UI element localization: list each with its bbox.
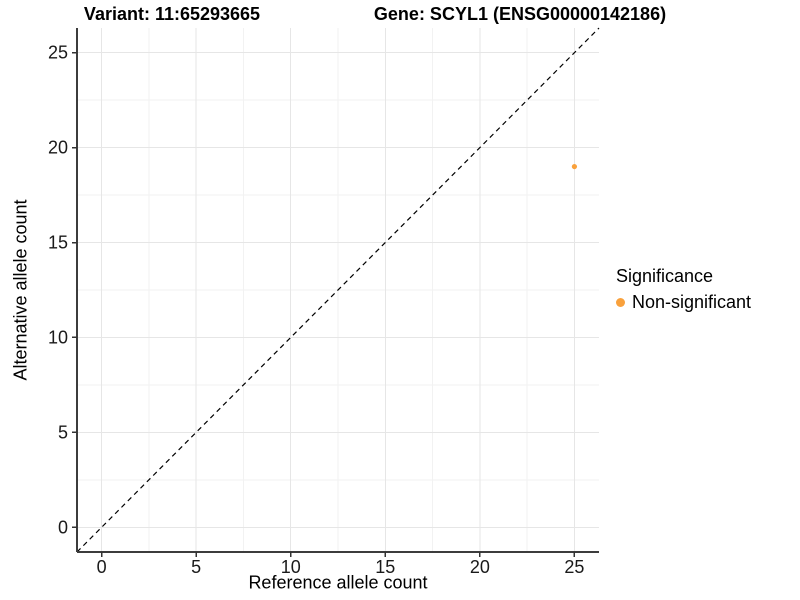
legend-item-label: Non-significant <box>632 292 752 312</box>
x-tick-label: 20 <box>470 557 490 577</box>
y-tick-label: 10 <box>48 327 68 347</box>
gene-title: Gene: SCYL1 (ENSG00000142186) <box>373 4 667 24</box>
y-tick-label: 15 <box>48 233 68 253</box>
y-tick-label: 0 <box>58 517 68 537</box>
legend: Significance Non-significant <box>616 266 751 313</box>
x-tick-label: 5 <box>191 557 201 577</box>
identity-line <box>76 27 600 553</box>
y-tick-label: 20 <box>48 138 68 158</box>
y-tick-label: 5 <box>58 422 68 442</box>
legend-item-non-significant: Non-significant <box>616 292 751 313</box>
y-tick-label: 25 <box>48 43 68 63</box>
x-tick-label: 25 <box>564 557 584 577</box>
legend-point-icon <box>616 298 625 307</box>
data-point <box>571 163 578 170</box>
x-axis-title: Reference allele count <box>248 572 428 593</box>
variant-title: Variant: 11:65293665 <box>83 4 261 24</box>
x-tick-label: 15 <box>375 557 395 577</box>
x-tick-label: 0 <box>97 557 107 577</box>
x-tick-label: 10 <box>281 557 301 577</box>
y-axis-title: Alternative allele count <box>10 199 31 381</box>
legend-title: Significance <box>616 266 714 286</box>
